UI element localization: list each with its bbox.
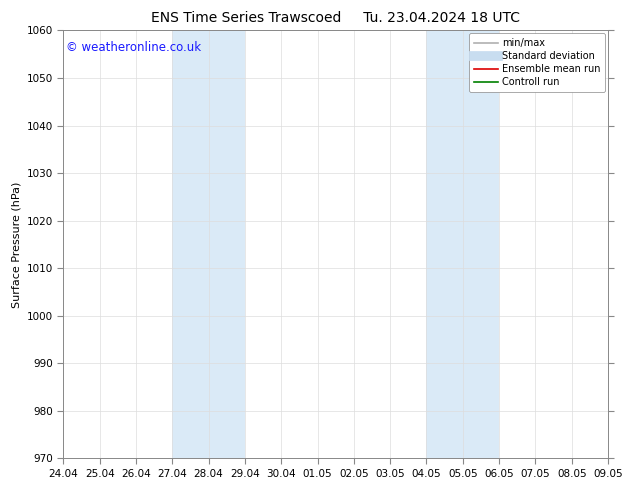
Title: ENS Time Series Trawscoed     Tu. 23.04.2024 18 UTC: ENS Time Series Trawscoed Tu. 23.04.2024… xyxy=(151,11,521,25)
Y-axis label: Surface Pressure (hPa): Surface Pressure (hPa) xyxy=(11,181,21,308)
Bar xyxy=(172,30,245,459)
Text: © weatheronline.co.uk: © weatheronline.co.uk xyxy=(66,41,201,54)
Bar xyxy=(427,30,499,459)
Legend: min/max, Standard deviation, Ensemble mean run, Controll run: min/max, Standard deviation, Ensemble me… xyxy=(469,33,605,92)
